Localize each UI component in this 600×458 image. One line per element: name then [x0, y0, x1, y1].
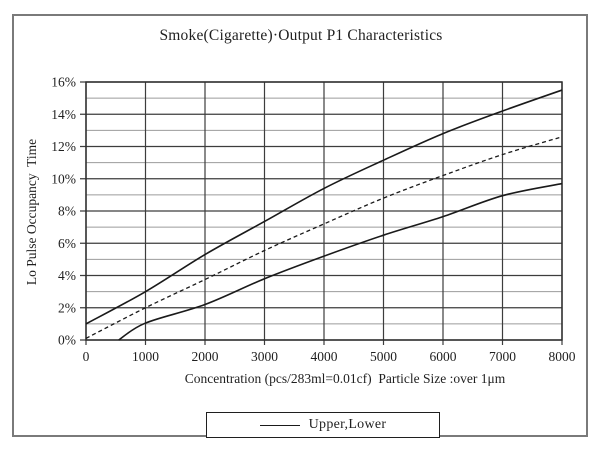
plot-frame	[85, 81, 563, 341]
x-tick-label: 0	[83, 349, 90, 364]
series-upper-line	[85, 89, 563, 325]
x-tick-label: 5000	[370, 349, 397, 364]
y-tick-label: 14%	[51, 107, 76, 122]
figure-border	[12, 14, 588, 437]
y-axis-label: Lo Pulse Occupancy Time	[24, 138, 39, 286]
x-tick-label: 2000	[192, 349, 219, 364]
y-tick-label: 10%	[51, 171, 76, 186]
series-lower-line	[118, 182, 563, 341]
y-tick-label: 8%	[58, 204, 76, 219]
y-tick-label: 2%	[58, 300, 76, 315]
legend-line-sample-icon	[259, 424, 300, 426]
x-tick-label: 6000	[430, 349, 457, 364]
x-tick-label: 8000	[549, 349, 576, 364]
x-axis-label: Concentration (pcs/283ml=0.01cf) Particl…	[184, 371, 506, 386]
y-tick-label: 6%	[58, 236, 76, 251]
y-tick-label: 12%	[51, 139, 76, 154]
legend-label: Upper,Lower	[308, 417, 387, 432]
y-tick-label: 0%	[58, 333, 76, 348]
chart-title: Smoke(Cigarette)·Output P1 Characteristi…	[159, 27, 443, 44]
x-tick-label: 4000	[311, 349, 338, 364]
x-tick-label: 1000	[132, 349, 159, 364]
series-middle-dashed-line	[85, 136, 563, 339]
x-tick-label: 7000	[489, 349, 516, 364]
y-tick-label: 4%	[58, 268, 76, 283]
y-tick-label: 16%	[51, 75, 76, 90]
legend: Upper,Lower	[206, 412, 440, 438]
x-tick-label: 3000	[251, 349, 278, 364]
